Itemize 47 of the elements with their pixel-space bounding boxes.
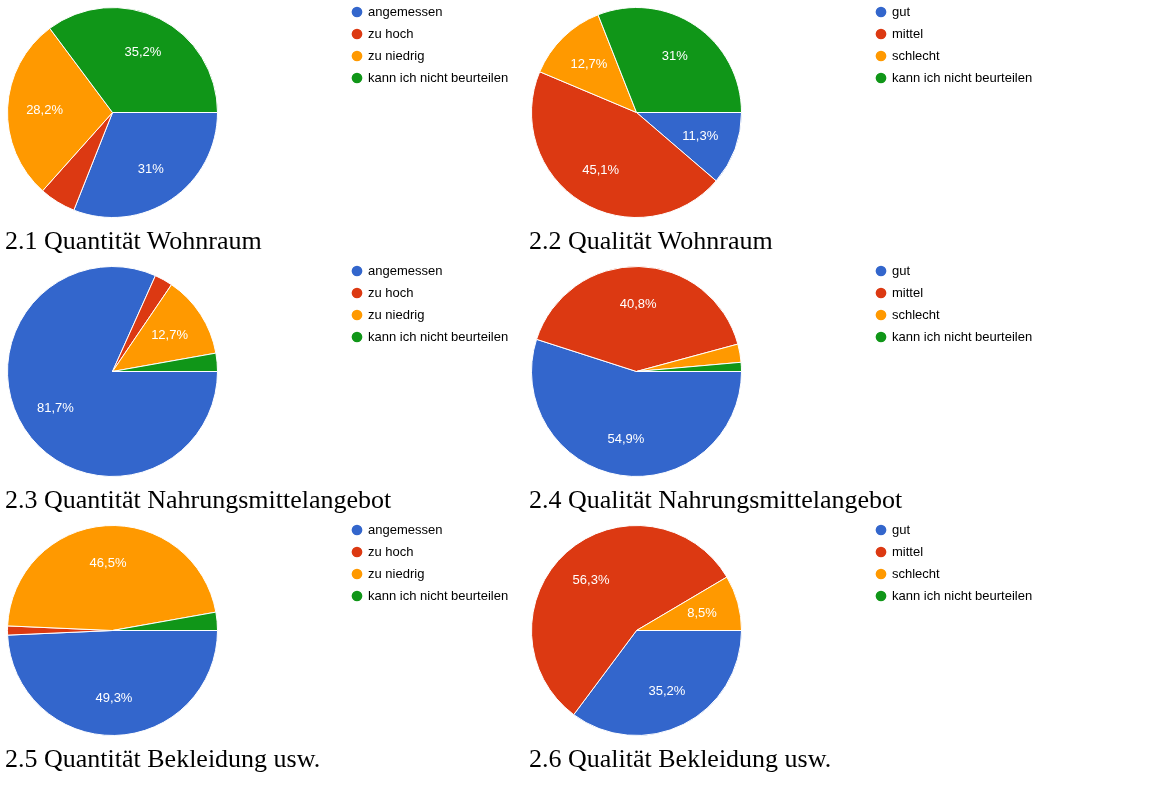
legend-label: gut	[892, 522, 911, 537]
legend-label: mittel	[892, 26, 924, 41]
data-label: 56,3%	[572, 571, 610, 587]
text: 2.1 Quantität Wohnraum	[5, 226, 262, 255]
data-label: 12,7%	[570, 55, 608, 71]
legend-label: zu niedrig	[368, 566, 425, 581]
legend-label: kann ich nicht beurteilen	[892, 329, 1033, 344]
data-label: 11,3%	[682, 128, 719, 144]
data-label: 8,5%	[687, 604, 718, 620]
data-label: 35,2%	[124, 43, 162, 59]
legend-label: angemessen	[368, 263, 443, 278]
text: 2.6 Qualität Bekleidung usw.	[529, 744, 832, 773]
pie-slice	[7, 266, 218, 477]
data-label: 12,7%	[151, 326, 189, 342]
legend-label: kann ich nicht beurteilen	[368, 70, 509, 85]
data-label: 46,5%	[89, 554, 127, 570]
legend-label: angemessen	[368, 522, 443, 537]
legend-label: mittel	[892, 544, 924, 559]
legend-label: schlecht	[892, 566, 941, 581]
data-label: 31%	[661, 48, 689, 64]
legend-label: kann ich nicht beurteilen	[368, 588, 509, 603]
data-label: 40,8%	[619, 295, 657, 311]
legend-label: mittel	[892, 285, 924, 300]
legend-label: gut	[892, 4, 911, 19]
legend-label: schlecht	[892, 307, 941, 322]
data-label: 35,2%	[648, 683, 686, 699]
legend-label: schlecht	[892, 48, 941, 63]
legend-label: zu niedrig	[368, 48, 425, 63]
legend-label: gut	[892, 263, 911, 278]
legend-label: kann ich nicht beurteilen	[892, 70, 1033, 85]
legend-label: zu niedrig	[368, 307, 425, 322]
data-label: 45,1%	[582, 162, 620, 178]
legend-label: kann ich nicht beurteilen	[892, 588, 1033, 603]
data-label: 81,7%	[36, 400, 75, 416]
data-label: 54,9%	[607, 430, 645, 446]
text: 2.5 Quantität Bekleidung usw.	[5, 744, 321, 773]
text: 2.2 Qualität Wohnraum	[529, 226, 773, 255]
legend-label: zu hoch	[368, 26, 414, 41]
data-label: 31%	[137, 160, 165, 176]
data-label: 49,3%	[95, 690, 133, 706]
text: 2.3 Quantität Nahrungsmittelangebot	[5, 485, 393, 514]
text: 2.4 Qualität Nahrungsmittelangebot	[529, 485, 904, 514]
legend-label: kann ich nicht beurteilen	[368, 329, 509, 344]
legend-label: zu hoch	[368, 544, 414, 559]
legend-label: zu hoch	[368, 285, 414, 300]
legend-label: angemessen	[368, 4, 443, 19]
data-label: 28,2%	[26, 101, 64, 117]
